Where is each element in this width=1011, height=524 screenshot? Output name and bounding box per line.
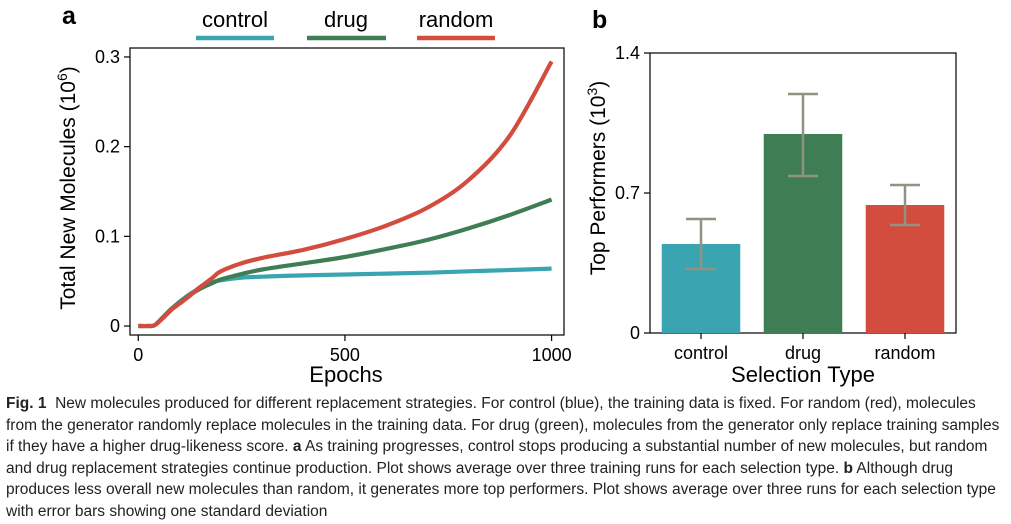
y-tick-label-b: 1.4 — [615, 43, 640, 63]
x-tick-label-random: random — [874, 343, 935, 363]
caption-text-b: Although drug produces less overall new … — [6, 459, 996, 520]
caption-label-b: b — [843, 459, 853, 477]
panel-b-letter: b — [592, 6, 607, 34]
caption-text-intro: New molecules produced for different rep… — [6, 395, 1000, 456]
legend: control drug random — [196, 7, 495, 41]
x-tick-label-a: 500 — [330, 345, 360, 365]
legend-label-random: random — [419, 7, 494, 32]
y-tick-label-a: 0.1 — [95, 226, 120, 246]
y-tick-label-a: 0 — [110, 316, 120, 336]
legend-label-drug: drug — [324, 7, 368, 32]
panel-a-letter: a — [62, 2, 77, 30]
y-axis-label-a: Total New Molecules (106) — [54, 66, 80, 310]
line-chart-panel-a: 0 500 1000 0 0.1 0.2 0.3 Epochs Total New Mol… — [54, 47, 572, 387]
legend-label-control: control — [202, 7, 268, 32]
x-axis-label-b: Selection Type — [731, 362, 875, 387]
x-tick-label-control: control — [674, 343, 728, 363]
caption-fig-label: Fig. 1 — [6, 395, 47, 412]
figure-1: a b control drug random 0 500 1000 0 0.1 0.2… — [54, 2, 957, 387]
bar-chart-panel-b: 0 0.7 1.4 control drug random Selection Type… — [584, 43, 957, 387]
series-line-control — [138, 266, 552, 329]
y-tick-label-a: 0.2 — [95, 137, 120, 157]
bar-random — [865, 205, 945, 333]
figure-caption: Fig. 1 New molecules produced for differ… — [6, 393, 1006, 523]
y-tick-label-b: 0.7 — [615, 183, 640, 203]
plot-frame-a — [129, 47, 565, 336]
caption-label-a: a — [292, 438, 302, 456]
y-tick-label-b: 0 — [630, 323, 640, 343]
x-tick-label-a: 1000 — [532, 345, 572, 365]
x-axis-label-a: Epochs — [309, 362, 382, 387]
y-axis-label-b: Top Performers (103) — [584, 81, 610, 276]
series-line-drug — [138, 197, 553, 329]
series-line-random — [138, 60, 554, 329]
x-tick-label-drug: drug — [785, 343, 821, 363]
y-tick-label-a: 0.3 — [95, 47, 120, 67]
x-tick-label-a: 0 — [133, 345, 143, 365]
caption-text-a: As training progresses, control stops pr… — [6, 438, 988, 477]
